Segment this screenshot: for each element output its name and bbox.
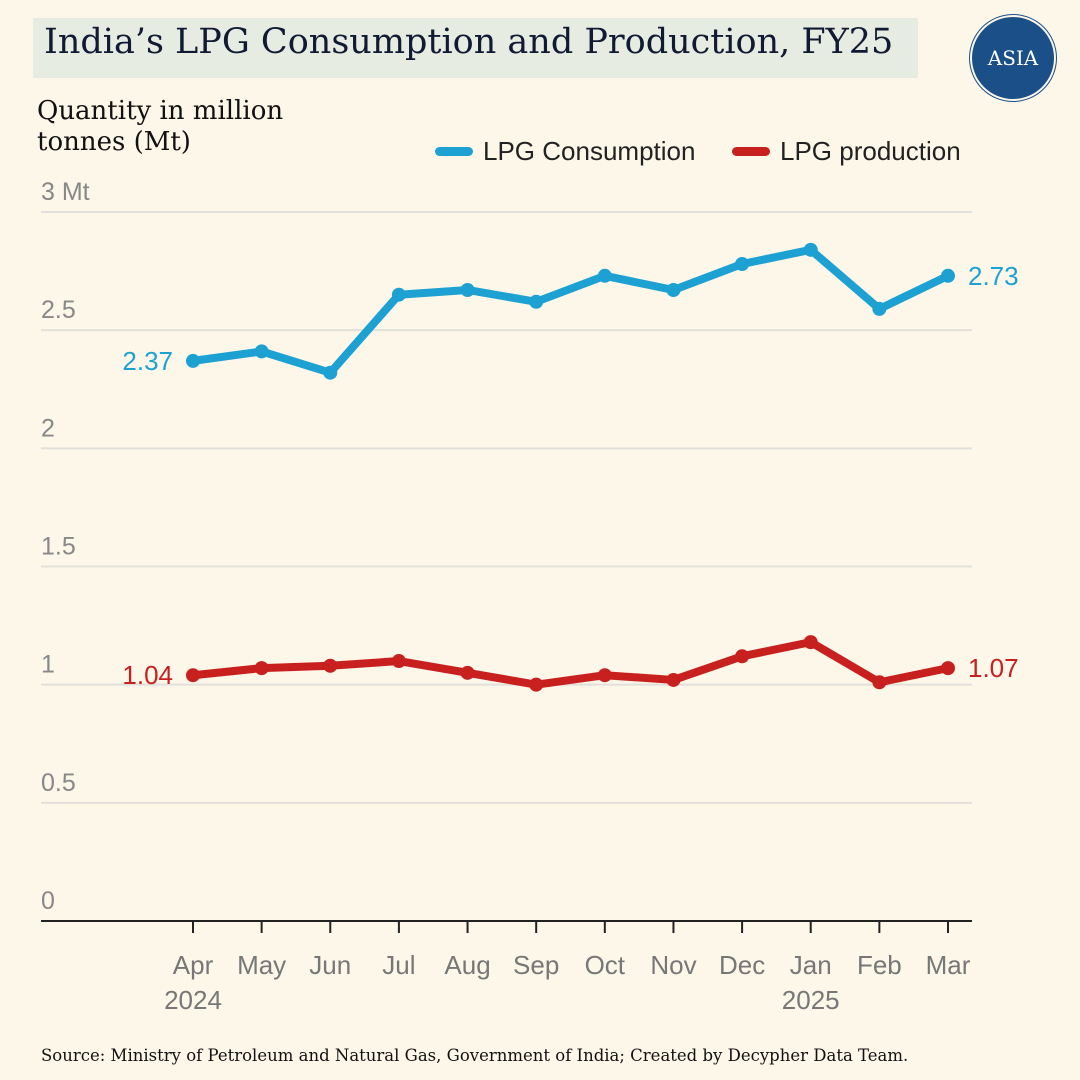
data-point (735, 256, 750, 271)
y-tick-label: 1 (41, 651, 55, 679)
x-tick-label: Sep (513, 950, 559, 980)
x-tick-label: Oct (585, 950, 626, 980)
data-point (460, 665, 475, 680)
legend-swatch-production (732, 147, 770, 156)
legend-label: LPG production (780, 136, 961, 166)
x-tick-label: Jul (382, 950, 415, 980)
asia-logo: ASIA (972, 17, 1054, 99)
data-point (529, 677, 544, 692)
data-point (803, 242, 818, 257)
y-tick-label: 0.5 (41, 769, 76, 797)
data-point (872, 301, 887, 316)
x-tick-label: Mar (926, 950, 971, 980)
data-point (666, 672, 681, 687)
data-point (872, 675, 887, 690)
x-tick-label: Aug (444, 950, 490, 980)
y-tick-label: 1.5 (41, 533, 76, 561)
x-tick-label: Feb (857, 950, 902, 980)
legend-item-consumption: LPG Consumption (435, 136, 695, 167)
data-label-end: 1.07 (968, 653, 1019, 683)
x-tick-label: Dec (719, 950, 765, 980)
data-label-start: 1.04 (122, 660, 173, 690)
data-point (460, 282, 475, 297)
x-tick-label: Jan (790, 950, 832, 980)
y-tick-label: 3 Mt (41, 178, 90, 206)
data-point (254, 661, 269, 676)
y-axis-label: Quantity in million tonnes (Mt) (37, 96, 284, 157)
x-tick-label: Jun (309, 950, 351, 980)
title-banner (33, 18, 918, 78)
x-tick-label: Apr (173, 950, 214, 980)
data-point (597, 268, 612, 283)
data-point (391, 287, 406, 302)
y-tick-label: 2 (41, 414, 55, 442)
data-point (254, 344, 269, 359)
y-tick-label: 0 (41, 887, 55, 915)
source-note: Source: Ministry of Petroleum and Natura… (41, 1046, 909, 1065)
data-point (323, 365, 338, 380)
x-tick-label: May (237, 950, 286, 980)
data-point (735, 649, 750, 664)
x-year-label: 2024 (164, 985, 222, 1015)
data-label-start: 2.37 (122, 346, 173, 376)
x-tick-label: Nov (650, 950, 696, 980)
y-tick-label: 2.5 (41, 296, 76, 324)
data-point (597, 668, 612, 683)
logo-text: ASIA (987, 46, 1039, 70)
legend-label: LPG Consumption (483, 136, 696, 166)
data-point (803, 635, 818, 650)
data-label-end: 2.73 (968, 261, 1019, 291)
series-line-production (189, 638, 952, 689)
x-year-label: 2025 (782, 985, 840, 1015)
data-point (529, 294, 544, 309)
data-point (186, 668, 200, 683)
data-point (666, 282, 681, 297)
data-point (941, 661, 955, 676)
data-point (186, 353, 200, 368)
data-point (391, 654, 406, 669)
series-line-consumption (189, 245, 952, 377)
data-point (941, 268, 955, 283)
legend-swatch-consumption (435, 147, 473, 156)
chart-title: India’s LPG Consumption and Production, … (44, 22, 894, 62)
legend-item-production: LPG production (732, 136, 961, 167)
data-point (323, 658, 338, 673)
